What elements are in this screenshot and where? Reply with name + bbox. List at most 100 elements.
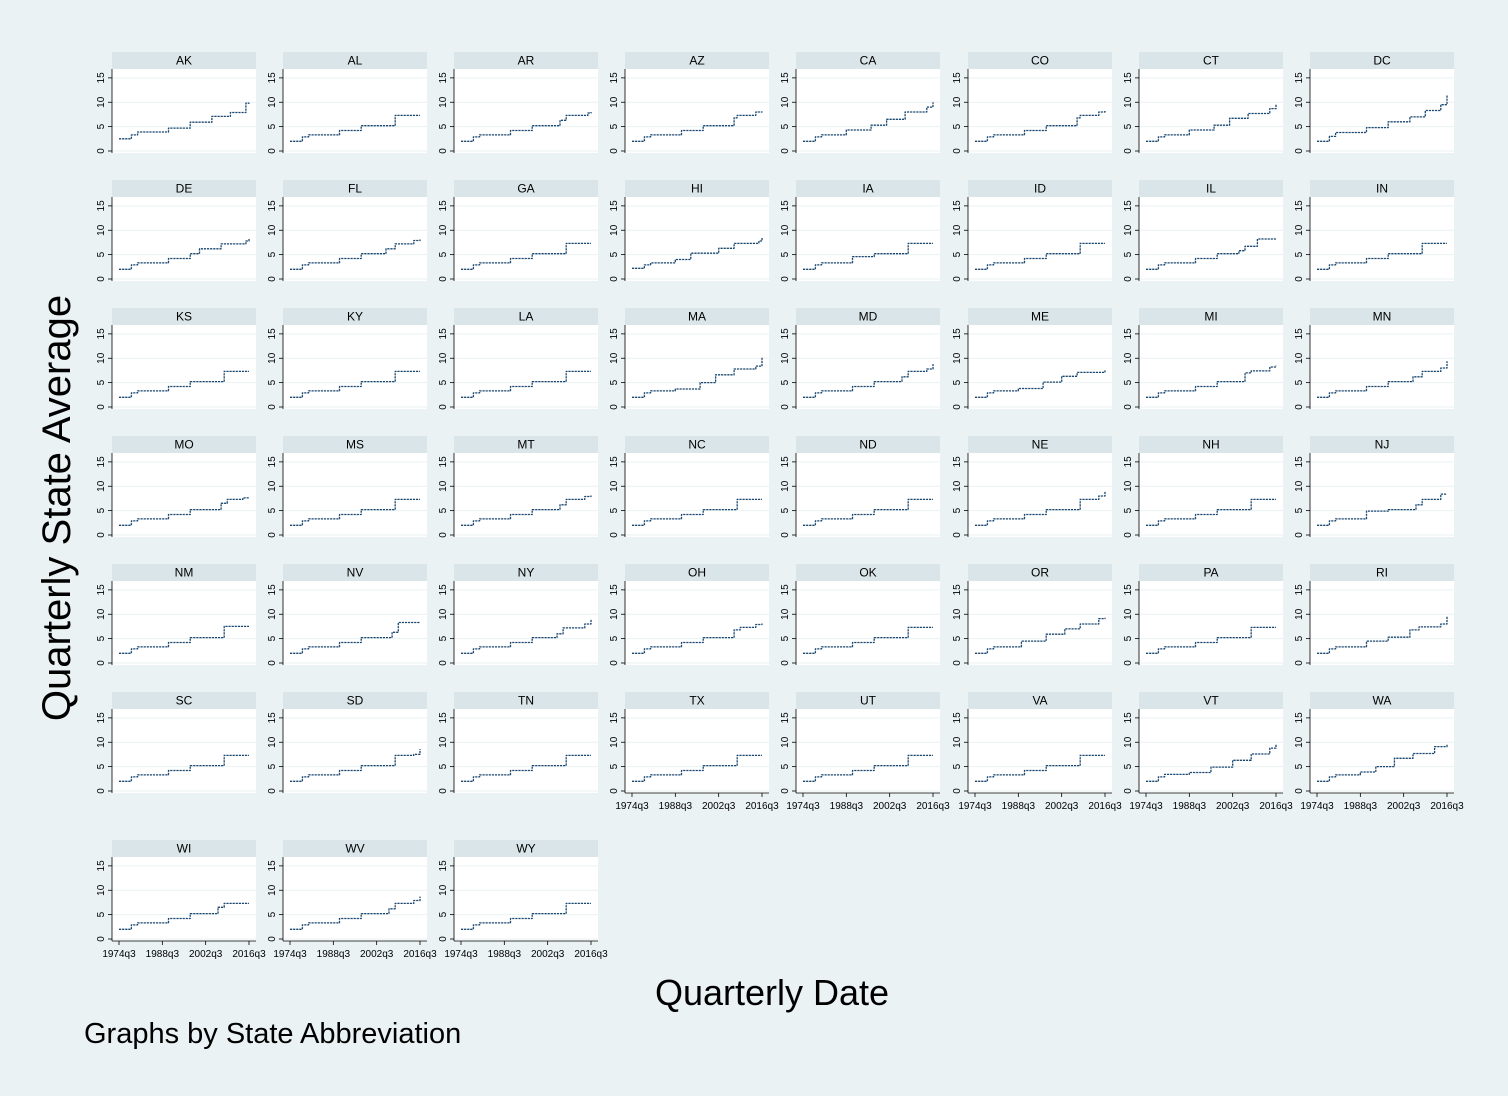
y-tick-label: 15 bbox=[96, 456, 107, 468]
x-tick-label: 1974q3 bbox=[615, 801, 649, 812]
panel-ny: NY 0 5 10 15 bbox=[438, 564, 598, 666]
y-tick-label: 10 bbox=[1294, 352, 1305, 364]
series-line-sd bbox=[290, 749, 421, 782]
y-tick-label: 15 bbox=[267, 328, 278, 340]
y-tick-label: 0 bbox=[1294, 660, 1305, 666]
series-line-tn bbox=[461, 754, 591, 782]
x-tick-label: 2016q3 bbox=[1430, 801, 1464, 812]
x-tick-label: 1988q3 bbox=[1002, 801, 1036, 812]
x-tick-label: 2016q3 bbox=[403, 949, 437, 960]
y-tick-label: 10 bbox=[1123, 352, 1134, 364]
y-tick-label: 15 bbox=[438, 200, 449, 212]
y-tick-label: 0 bbox=[267, 404, 278, 410]
y-tick-label: 0 bbox=[96, 660, 107, 666]
panel-title-strip bbox=[796, 436, 940, 453]
panel-co: CO 0 5 10 15 bbox=[952, 52, 1112, 154]
panel-title: MD bbox=[859, 310, 878, 324]
panel-title: OR bbox=[1031, 566, 1049, 580]
panel-title-strip bbox=[112, 180, 256, 197]
y-tick-label: 15 bbox=[1123, 200, 1134, 212]
y-tick-label: 10 bbox=[609, 96, 620, 108]
y-tick-label: 0 bbox=[952, 404, 963, 410]
y-tick-label: 15 bbox=[1294, 712, 1305, 724]
y-tick-label: 5 bbox=[438, 123, 449, 129]
x-tick-label: 2002q3 bbox=[1216, 801, 1250, 812]
y-tick-label: 0 bbox=[267, 532, 278, 538]
series-line-wa bbox=[1317, 744, 1448, 782]
panel-title-strip bbox=[283, 308, 427, 325]
panel-title: PA bbox=[1203, 566, 1218, 580]
panel-title-strip bbox=[1310, 436, 1454, 453]
graphs-by-note: Graphs by State Abbreviation bbox=[84, 1018, 461, 1050]
panel-ms: MS 0 5 10 15 bbox=[267, 436, 427, 538]
plot-area bbox=[625, 197, 769, 281]
y-tick-label: 15 bbox=[96, 712, 107, 724]
panel-title: NE bbox=[1032, 438, 1049, 452]
panel-md: MD 0 5 10 15 bbox=[780, 308, 940, 410]
x-tick-label: 1988q3 bbox=[659, 801, 693, 812]
panel-title: UT bbox=[860, 694, 877, 708]
y-tick-label: 5 bbox=[267, 635, 278, 641]
x-tick-label: 2016q3 bbox=[574, 949, 608, 960]
series-line-wi bbox=[119, 902, 249, 930]
y-tick-label: 0 bbox=[780, 532, 791, 538]
x-tick-label: 1988q3 bbox=[146, 949, 180, 960]
y-tick-label: 15 bbox=[780, 72, 791, 84]
y-tick-label: 15 bbox=[96, 200, 107, 212]
x-tick-label: 1988q3 bbox=[1344, 801, 1378, 812]
series-line-wy bbox=[461, 902, 591, 930]
y-tick-label: 10 bbox=[1123, 736, 1134, 748]
x-tick-label: 2002q3 bbox=[702, 801, 736, 812]
y-tick-label: 0 bbox=[609, 148, 620, 154]
panel-title-strip bbox=[1139, 308, 1283, 325]
panel-title-strip bbox=[968, 180, 1112, 197]
series-line-dc bbox=[1317, 94, 1448, 142]
y-tick-label: 10 bbox=[1123, 96, 1134, 108]
panel-al: AL 0 5 10 15 bbox=[267, 52, 427, 154]
y-tick-label: 5 bbox=[1294, 635, 1305, 641]
y-tick-label: 5 bbox=[438, 251, 449, 257]
y-tick-label: 15 bbox=[1123, 456, 1134, 468]
panel-title: OK bbox=[859, 566, 876, 580]
series-line-ri bbox=[1317, 616, 1448, 654]
panel-in: IN 0 5 10 15 bbox=[1294, 180, 1454, 282]
panel-ak: AK 0 5 10 15 bbox=[96, 52, 256, 154]
y-tick-label: 5 bbox=[952, 763, 963, 769]
plot-area bbox=[112, 709, 256, 793]
panel-title: NH bbox=[1202, 438, 1219, 452]
series-line-tx bbox=[632, 754, 762, 782]
panel-title-strip bbox=[1139, 436, 1283, 453]
series-line-ak bbox=[119, 102, 250, 140]
panel-title-strip bbox=[112, 840, 256, 857]
y-tick-label: 15 bbox=[267, 712, 278, 724]
y-tick-label: 10 bbox=[952, 352, 963, 364]
panel-title: CO bbox=[1031, 54, 1049, 68]
y-tick-label: 10 bbox=[780, 224, 791, 236]
y-tick-label: 10 bbox=[438, 224, 449, 236]
y-tick-label: 0 bbox=[438, 660, 449, 666]
y-tick-label: 0 bbox=[780, 404, 791, 410]
panel-az: AZ 0 5 10 15 bbox=[609, 52, 769, 154]
y-tick-label: 10 bbox=[780, 352, 791, 364]
panel-title: MO bbox=[174, 438, 193, 452]
panel-title-strip bbox=[968, 564, 1112, 581]
plot-area bbox=[1310, 581, 1454, 665]
series-line-al bbox=[290, 114, 420, 142]
y-tick-label: 5 bbox=[609, 251, 620, 257]
panel-wv: WV 0 5 10 15 1974q3 1988q3 2002q3 2016q3 bbox=[267, 840, 437, 960]
plot-area bbox=[454, 453, 598, 537]
y-tick-label: 10 bbox=[96, 96, 107, 108]
panel-title-strip bbox=[796, 692, 940, 709]
x-tick-label: 1974q3 bbox=[1300, 801, 1334, 812]
plot-area bbox=[1310, 197, 1454, 281]
series-line-or bbox=[975, 617, 1106, 654]
series-line-oh bbox=[632, 623, 763, 654]
panels-group: AK 0 5 10 15 AL 0 5 10 15 AR 0 5 10 15 AZ 0 5 10 15 CA 0 5 10 15… bbox=[96, 52, 1464, 960]
panel-ok: OK 0 5 10 15 bbox=[780, 564, 940, 666]
y-tick-label: 10 bbox=[952, 224, 963, 236]
plot-area bbox=[968, 197, 1112, 281]
panel-title-strip bbox=[112, 564, 256, 581]
panel-title-strip bbox=[1139, 180, 1283, 197]
y-tick-label: 15 bbox=[952, 200, 963, 212]
series-line-co bbox=[975, 110, 1106, 142]
